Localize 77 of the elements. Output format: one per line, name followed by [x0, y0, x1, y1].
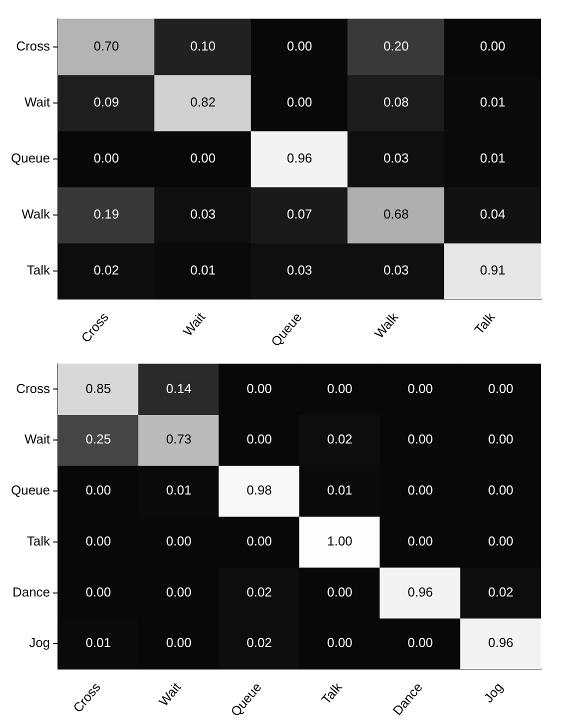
data-label: 0.00 — [286, 94, 312, 110]
y-tick-label: Cross — [16, 38, 51, 54]
data-label: 0.03 — [190, 206, 216, 222]
data-label: 0.00 — [166, 584, 192, 600]
y-tick-label: Queue — [10, 482, 50, 498]
data-label: 0.01 — [190, 262, 216, 278]
y-tick-label: Walk — [22, 206, 51, 222]
data-label: 0.01 — [480, 94, 506, 110]
data-label: 0.02 — [246, 584, 272, 600]
data-label: 0.68 — [383, 206, 409, 222]
data-label: 0.04 — [480, 206, 506, 222]
x-tick-label: Jog — [480, 680, 506, 706]
data-label: 0.82 — [190, 94, 216, 110]
data-label: 0.00 — [408, 432, 433, 447]
data-label: 0.02 — [94, 262, 119, 278]
data-label: 0.00 — [488, 380, 514, 396]
data-label: 0.00 — [166, 533, 192, 548]
data-label: 0.00 — [86, 482, 111, 498]
y-tick-label: Cross — [16, 380, 51, 396]
data-label: 0.00 — [480, 38, 506, 54]
data-label: 0.00 — [190, 150, 216, 166]
data-label: 0.00 — [246, 432, 272, 447]
data-label: 0.07 — [286, 206, 312, 222]
data-label: 0.03 — [286, 262, 312, 278]
data-label: 0.00 — [408, 380, 433, 396]
data-label: 0.00 — [286, 38, 312, 54]
data-label: 0.00 — [86, 533, 111, 548]
data-label: 0.02 — [488, 584, 514, 600]
data-label: 0.14 — [166, 380, 192, 396]
data-label: 0.00 — [327, 584, 352, 600]
data-label: 0.00 — [166, 635, 192, 650]
y-tick-label: Talk — [26, 533, 51, 548]
y-tick-label: Wait — [24, 94, 50, 110]
data-label: 0.96 — [488, 635, 514, 650]
data-label: 0.08 — [383, 94, 409, 110]
data-label: 0.00 — [327, 635, 352, 650]
data-label: 0.10 — [190, 38, 216, 54]
data-label: 0.98 — [246, 482, 272, 498]
data-label: 0.96 — [286, 150, 312, 166]
data-label: 0.00 — [246, 380, 272, 396]
data-label: 0.70 — [94, 38, 119, 54]
y-tick-label: Dance — [12, 584, 50, 600]
y-tick-label: Talk — [26, 262, 51, 278]
y-tick-label: Wait — [24, 432, 50, 447]
data-label: 0.96 — [408, 584, 433, 600]
data-label: 0.85 — [86, 380, 111, 396]
data-label: 0.91 — [480, 262, 506, 278]
data-label: 0.09 — [94, 94, 119, 110]
data-label: 0.00 — [488, 432, 514, 447]
data-label: 0.25 — [86, 432, 111, 447]
data-label: 0.20 — [383, 38, 409, 54]
data-label: 0.00 — [488, 533, 514, 548]
data-label: 0.00 — [94, 150, 119, 166]
data-label: 0.02 — [246, 635, 272, 650]
x-tick-label: Talk — [318, 679, 346, 708]
data-label: 0.03 — [383, 262, 409, 278]
data-label: 0.00 — [408, 635, 433, 650]
data-label: 0.73 — [166, 432, 192, 447]
data-label: 0.00 — [327, 380, 352, 396]
data-label: 0.03 — [383, 150, 409, 166]
data-label: 0.00 — [488, 482, 514, 498]
y-tick-label: Queue — [10, 150, 50, 166]
data-label: 0.00 — [408, 533, 433, 548]
data-label: 0.00 — [86, 584, 111, 600]
data-label: 0.01 — [86, 635, 111, 650]
y-tick-label: Jog — [29, 635, 50, 650]
x-tick-label: Wait — [180, 309, 208, 339]
data-label: 0.00 — [246, 533, 272, 548]
data-label: 0.00 — [408, 482, 433, 498]
data-label: 0.01 — [480, 150, 506, 166]
data-label: 0.01 — [166, 482, 192, 498]
x-tick-label: Talk — [471, 309, 498, 338]
data-label: 0.19 — [94, 206, 119, 222]
data-label: 1.00 — [327, 533, 352, 548]
data-label: 0.01 — [327, 482, 352, 498]
data-label: 0.02 — [327, 432, 352, 447]
x-tick-label: Wait — [156, 679, 184, 709]
